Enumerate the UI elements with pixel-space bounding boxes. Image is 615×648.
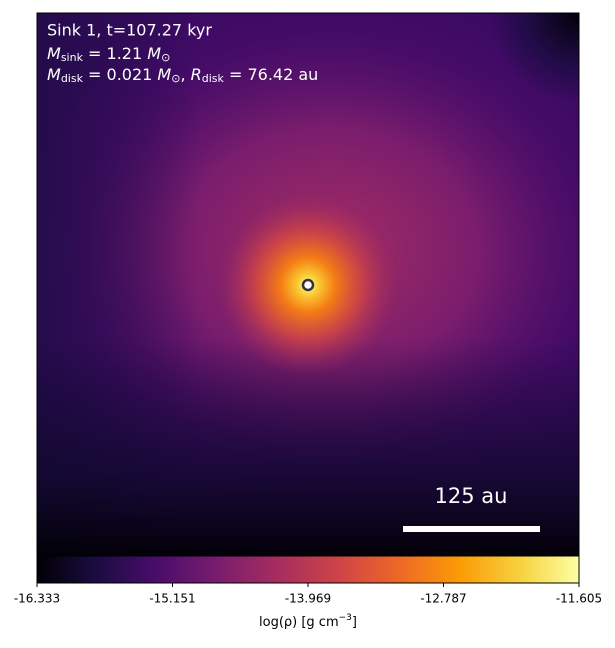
colorbar-label: log(ρ) [g cm−3]: [259, 613, 357, 630]
colorbar: [36, 555, 580, 584]
colorbar-tick-label: -16.333: [14, 592, 60, 606]
header: Sink 1, t=107.27 kyr: [47, 21, 212, 40]
sink-mass: Msink = 1.21 M⊙: [47, 44, 170, 65]
colorbar-tick-label: -12.787: [420, 592, 466, 606]
disk-info: Mdisk = 0.021 M⊙, Rdisk = 76.42 au: [47, 65, 318, 86]
colorbar-tick-label: -11.605: [556, 592, 602, 606]
scale-bar-label: 125 au: [435, 484, 508, 508]
colorbar-tick-label: -15.151: [149, 592, 195, 606]
scale-bar: [403, 526, 540, 532]
colorbar-tick-label: -13.969: [285, 592, 331, 606]
sink-marker: [301, 278, 315, 292]
